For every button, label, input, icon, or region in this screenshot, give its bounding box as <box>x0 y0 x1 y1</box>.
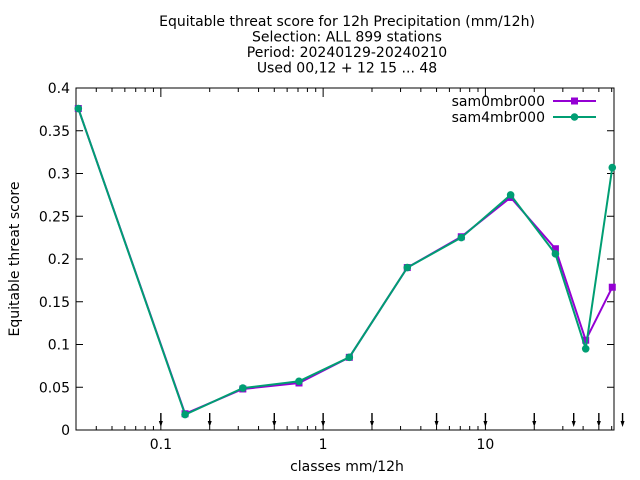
data-point <box>608 163 617 172</box>
x-axis: 0.1 1 10 <box>75 88 613 453</box>
x-tick-label: 0.1 <box>150 437 172 453</box>
y-tick-label: 0.25 <box>39 209 70 225</box>
threshold-marker-head <box>596 421 601 427</box>
title-line: Period: 20240129-20240210 <box>247 45 447 61</box>
y-tick-label: 0.4 <box>48 81 70 97</box>
data-point <box>457 233 466 242</box>
series-group <box>74 104 617 419</box>
threshold-markers <box>158 413 625 427</box>
title-line: Used 00,12 + 12 15 ... 48 <box>257 61 437 77</box>
data-point <box>295 377 303 386</box>
y-tick-label: 0.15 <box>39 295 70 311</box>
threshold-marker-head <box>321 421 326 427</box>
threshold-marker-head <box>158 421 163 427</box>
plot-area <box>75 87 615 431</box>
y-tick-label: 0.3 <box>48 167 70 183</box>
threshold-marker-head <box>369 421 374 427</box>
legend-marker <box>571 97 578 105</box>
threshold-marker-head <box>571 421 576 427</box>
x-tick-label: 1 <box>319 437 328 453</box>
series-line-sam0mbr000 <box>77 108 614 416</box>
legend-label: sam0mbr000 <box>452 94 545 110</box>
threshold-marker-head <box>434 421 439 427</box>
plot-border <box>75 87 615 431</box>
legend-marker <box>570 113 579 121</box>
title-line: Equitable threat score for 12h Precipita… <box>159 14 535 30</box>
data-point <box>506 191 515 199</box>
legend-label: sam4mbr000 <box>452 110 545 126</box>
data-point <box>74 104 83 113</box>
threshold-marker-head <box>272 421 277 427</box>
y-axis: 0 0.05 0.1 0.15 0.2 0.25 0.3 0.35 0.4 <box>39 81 614 439</box>
data-point <box>582 336 590 344</box>
threshold-marker-head <box>207 421 212 427</box>
title-line: Selection: ALL 899 stations <box>252 30 442 46</box>
chart-title: Equitable threat score for 12h Precipita… <box>159 14 535 77</box>
series-line-sam4mbr000 <box>77 108 614 416</box>
data-point <box>551 245 559 253</box>
y-tick-label: 0 <box>61 423 70 439</box>
y-tick-label: 0.35 <box>39 124 70 140</box>
threshold-marker-head <box>483 421 488 427</box>
threshold-marker-head <box>532 421 537 427</box>
data-point <box>551 250 560 258</box>
threshold-marker-head <box>620 421 625 427</box>
data-point <box>181 410 189 419</box>
data-point <box>239 384 247 392</box>
x-tick-label: 10 <box>476 437 494 453</box>
y-tick-label: 0.2 <box>48 252 70 268</box>
data-point <box>345 353 354 362</box>
y-tick-label: 0.05 <box>39 380 70 396</box>
x-axis-label: classes mm/12h <box>290 459 404 475</box>
y-tick-label: 0.1 <box>48 338 70 354</box>
data-point <box>581 344 590 353</box>
y-axis-label: Equitable threat score <box>7 182 23 337</box>
data-point <box>608 283 616 291</box>
data-point <box>403 263 412 272</box>
